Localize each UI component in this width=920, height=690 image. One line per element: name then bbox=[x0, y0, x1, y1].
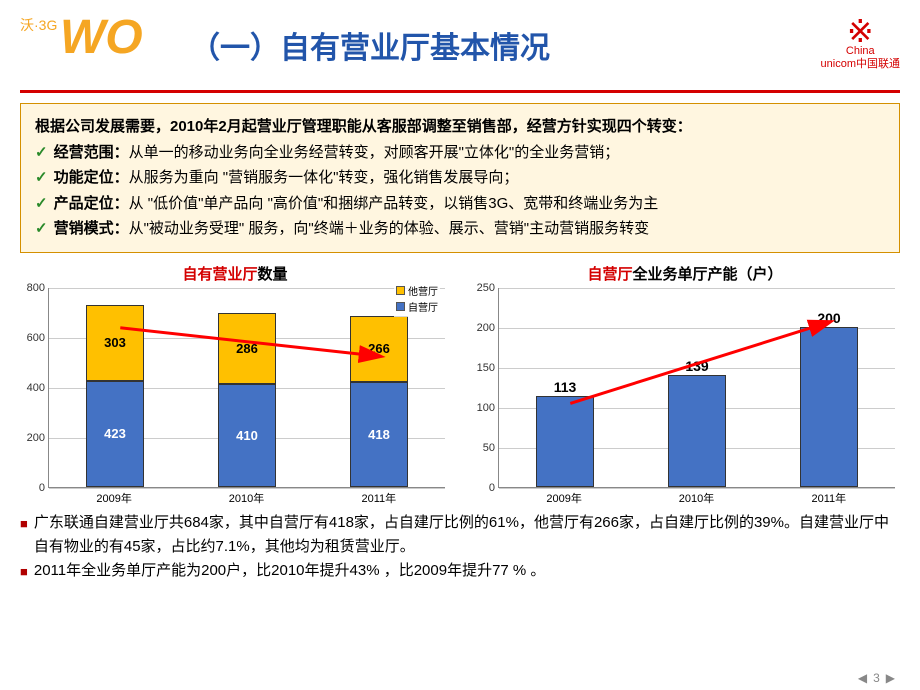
bar-segment bbox=[536, 396, 594, 486]
policy-label: 经营范围： bbox=[54, 144, 129, 161]
bar-value-label: 113 bbox=[536, 378, 594, 396]
title-underline bbox=[20, 90, 900, 93]
slide-footer: ◀ 3 ▶ bbox=[858, 671, 895, 685]
x-tick-label: 2010年 bbox=[667, 490, 725, 506]
bar-group: 200 bbox=[800, 327, 858, 487]
page-number: 3 bbox=[873, 671, 880, 685]
unicom-en: China bbox=[821, 45, 900, 58]
chart2-title-black: 全业务单厅产能（户） bbox=[633, 266, 783, 283]
policy-text: 从单一的移动业务向全业务经营转变，对顾客开展"立体化"的全业务营销； bbox=[129, 144, 620, 161]
chart2-title-red: 自营厅 bbox=[587, 266, 632, 283]
footnote-text: 2011年全业务单厅产能为200户，比2010年提升43% ，比2009年提升7… bbox=[34, 559, 546, 583]
policy-label: 功能定位： bbox=[54, 169, 129, 186]
footnote-item: ■ 2011年全业务单厅产能为200户，比2010年提升43% ，比2009年提升… bbox=[20, 559, 900, 583]
x-tick-label: 2011年 bbox=[350, 490, 408, 506]
grid-line bbox=[499, 488, 895, 489]
policy-text: 从 "低价值"单产品向 "高价值"和捆绑产品转变，以销售3G、宽带和终端业务为主 bbox=[129, 195, 659, 212]
chart2-title: 自营厅全业务单厅产能（户） bbox=[470, 263, 900, 284]
legend-swatch-self bbox=[396, 302, 405, 311]
bar-segment bbox=[668, 375, 726, 486]
chart2-x-labels: 2009年 2010年 2011年 bbox=[498, 490, 895, 506]
square-bullet-icon: ■ bbox=[20, 562, 28, 583]
bar-group: 113 bbox=[536, 396, 594, 486]
y-tick-label: 800 bbox=[27, 282, 49, 294]
footnotes: ■ 广东联通自建营业厅共684家，其中自营厅有418家，占自建厅比例的61%，他营… bbox=[20, 511, 900, 583]
x-tick-label: 2011年 bbox=[800, 490, 858, 506]
policy-item: ✓ 经营范围：从单一的移动业务向全业务经营转变，对顾客开展"立体化"的全业务营销； bbox=[35, 140, 885, 166]
y-tick-label: 0 bbox=[489, 482, 499, 494]
x-tick-label: 2010年 bbox=[217, 490, 275, 506]
legend-label-self: 自营厅 bbox=[408, 299, 438, 314]
square-bullet-icon: ■ bbox=[20, 514, 28, 535]
footnote-item: ■ 广东联通自建营业厅共684家，其中自营厅有418家，占自建厅比例的61%，他营… bbox=[20, 511, 900, 559]
check-icon: ✓ bbox=[35, 165, 48, 191]
bar-segment-other: 303 bbox=[86, 305, 144, 381]
check-icon: ✓ bbox=[35, 216, 48, 242]
chart1-x-labels: 2009年 2010年 2011年 bbox=[48, 490, 445, 506]
legend-swatch-other bbox=[396, 286, 405, 295]
policy-text: 从服务为重向 "营销服务一体化"转变，强化销售发展导向； bbox=[129, 169, 519, 186]
chart1-area: 303423286410266418 0200400600800 bbox=[48, 288, 445, 488]
x-tick-label: 2009年 bbox=[535, 490, 593, 506]
bar-group: 266418 bbox=[350, 316, 408, 487]
bar-group: 303423 bbox=[86, 305, 144, 487]
y-tick-label: 0 bbox=[39, 482, 49, 494]
footnote-text: 广东联通自建营业厅共684家，其中自营厅有418家，占自建厅比例的61%，他营厅… bbox=[34, 511, 900, 559]
policy-box: 根据公司发展需要，2010年2月起营业厅管理职能从客服部调整至销售部，经营方针实… bbox=[20, 103, 900, 253]
bar-segment-other: 266 bbox=[350, 316, 408, 383]
chart1-title: 自有营业厅数量 bbox=[20, 263, 450, 284]
y-tick-label: 600 bbox=[27, 332, 49, 344]
wo-text: WO bbox=[60, 10, 143, 65]
policy-label: 营销模式： bbox=[54, 220, 129, 237]
policy-item: ✓ 产品定位：从 "低价值"单产品向 "高价值"和捆绑产品转变，以销售3G、宽带和… bbox=[35, 191, 885, 217]
slide-title: （一）自有营业厅基本情况 bbox=[170, 23, 821, 67]
chart-capacity: 自营厅全业务单厅产能（户） 113139200 050100150200250 … bbox=[470, 263, 900, 503]
wo-3g-logo: 沃·3G WO bbox=[20, 15, 170, 75]
policy-text: 从"被动业务受理" 服务，向"终端＋业务的体验、展示、营销"主动营销服务转变 bbox=[129, 220, 649, 237]
bar-segment-self: 410 bbox=[218, 384, 276, 487]
grid-line bbox=[49, 488, 445, 489]
legend-label-other: 他营厅 bbox=[408, 283, 438, 298]
chart1-title-red: 自有营业厅 bbox=[182, 266, 257, 283]
unicom-knot-icon: ※ bbox=[821, 19, 900, 45]
policy-intro: 根据公司发展需要，2010年2月起营业厅管理职能从客服部调整至销售部，经营方针实… bbox=[35, 114, 885, 140]
nav-next-icon: ▶ bbox=[886, 671, 895, 685]
charts-row: 自有营业厅数量 他营厅 自营厅 303423 286410 266418 0 200 4… bbox=[20, 263, 900, 503]
bar-group: 286410 bbox=[218, 313, 276, 487]
bar-segment-self: 418 bbox=[350, 382, 408, 487]
wo-cn-text: 沃·3G bbox=[20, 15, 57, 35]
policy-item: ✓ 营销模式：从"被动业务受理" 服务，向"终端＋业务的体验、展示、营销"主动营销… bbox=[35, 216, 885, 242]
chart2-area: 113139200 050100150200250 bbox=[498, 288, 895, 488]
chart1-legend: 他营厅 自营厅 bbox=[394, 281, 440, 317]
check-icon: ✓ bbox=[35, 191, 48, 217]
check-icon: ✓ bbox=[35, 140, 48, 166]
y-tick-label: 150 bbox=[477, 362, 499, 374]
bar-segment-self: 423 bbox=[86, 381, 144, 487]
nav-prev-icon: ◀ bbox=[858, 671, 867, 685]
bar-group: 139 bbox=[668, 375, 726, 486]
y-tick-label: 100 bbox=[477, 402, 499, 414]
bar-value-label: 139 bbox=[668, 357, 726, 375]
policy-item: ✓ 功能定位：从服务为重向 "营销服务一体化"转变，强化销售发展导向； bbox=[35, 165, 885, 191]
x-tick-label: 2009年 bbox=[85, 490, 143, 506]
y-tick-label: 50 bbox=[483, 442, 499, 454]
y-tick-label: 400 bbox=[27, 382, 49, 394]
y-tick-label: 200 bbox=[477, 322, 499, 334]
unicom-cn: unicom中国联通 bbox=[821, 58, 900, 71]
bar-segment bbox=[800, 327, 858, 487]
slide-header: 沃·3G WO （一）自有营业厅基本情况 ※ China unicom中国联通 bbox=[0, 0, 920, 90]
chart-hall-count: 自有营业厅数量 他营厅 自营厅 303423 286410 266418 0 200 4… bbox=[20, 263, 450, 503]
china-unicom-logo: ※ China unicom中国联通 bbox=[821, 19, 900, 71]
bar-value-label: 200 bbox=[800, 309, 858, 327]
y-tick-label: 250 bbox=[477, 282, 499, 294]
y-tick-label: 200 bbox=[27, 432, 49, 444]
policy-label: 产品定位： bbox=[54, 195, 129, 212]
bar-segment-other: 286 bbox=[218, 313, 276, 385]
chart1-title-black: 数量 bbox=[258, 266, 288, 283]
